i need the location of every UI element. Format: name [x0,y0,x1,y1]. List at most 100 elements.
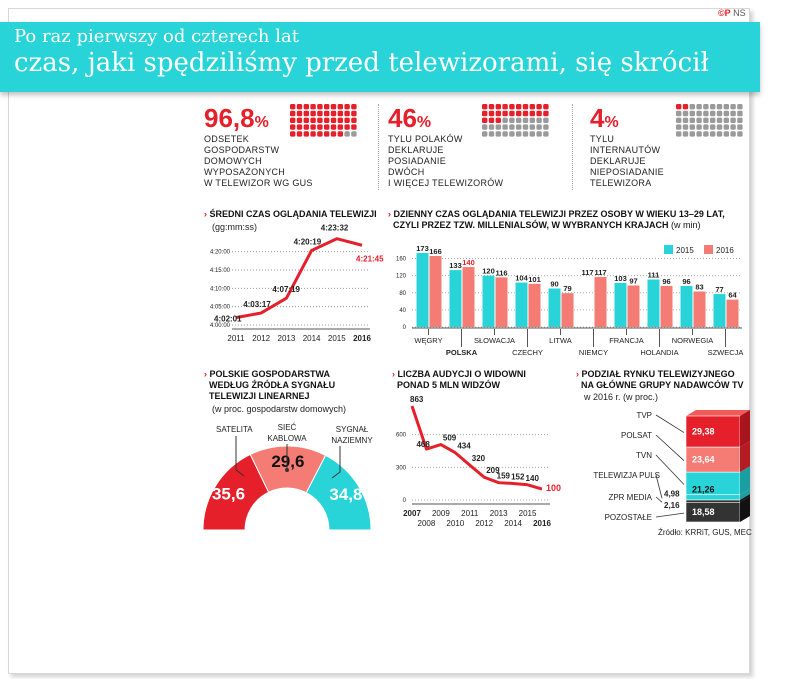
stat-dot [344,131,350,137]
stat-dot [676,131,682,137]
segment-value: 23,64 [692,455,715,465]
stat-tv-ownership: 96,8% ODSETEK GOSPODARSTW DOMOWYCH WYPOSAŻO… [204,103,313,189]
segment-front [685,494,741,501]
stat-dot [710,104,716,110]
stat-dot [509,131,515,137]
bar-2016 [561,293,574,327]
divider [572,104,573,190]
stat-dot [344,110,350,117]
bar-value-2016: 101 [528,275,541,284]
category-label: HOLANDIA [640,348,678,357]
stat-dot [529,104,535,110]
stat-dot [730,110,736,117]
leader-line [655,434,685,461]
stat-dot [516,110,522,117]
stat-dot [716,104,723,110]
stat-dot [723,110,729,117]
stat-dot [303,124,309,130]
stat-dot [522,131,529,137]
data-label: 320 [472,454,486,463]
stat-value: 96,8% [204,103,269,133]
stat-dot [737,124,743,130]
x-tick-label: 2007 [403,509,421,518]
stat-dot [290,131,296,137]
stat-dot [337,110,343,117]
stat-caption: ODSETEK GOSPODARSTW DOMOWYCH WYPOSAŻONYCH W … [204,134,313,188]
y-tick-label: 4:20:00 [210,250,231,256]
stat-dot [502,104,508,110]
stat-dot [737,131,743,137]
segment-value: 2,16 [664,501,680,510]
bar-value-2015: 77 [715,285,723,294]
stat-dot [488,124,495,130]
chart1-title: › ŚREDNI CZAS OGLĄDANIA TELEWIZJI [204,209,377,219]
series-line [410,405,543,491]
x-tick-label: 2015 [328,334,346,343]
stat-dot [730,124,736,130]
y-tick-label: 4:00:00 [210,323,231,329]
stat-dot [710,110,716,117]
stat-dot [737,117,743,123]
bar-value-2015: 104 [515,274,528,283]
y-tick-label: 40 [399,308,406,314]
x-tick-label: 2016 [533,519,551,528]
stat-dot [716,110,723,117]
stat-dot [351,110,357,117]
category-label: NIEMCY [579,348,608,357]
stat-dot [696,131,702,137]
stat-dot [488,117,495,123]
category-label: WĘGRY [414,336,442,345]
slice-value: 29,6 [271,452,304,471]
bar-value-2015: 120 [482,267,495,276]
bar-value-2016: 96 [662,277,670,286]
bar-2015 [647,279,660,327]
stat-dot [337,131,343,137]
y-tick-label: 600 [396,433,407,439]
x-tick-label: 2014 [504,519,522,528]
stat-multiple-tvs: 46% TYLU POLAKÓW DEKLARUJE POSIADANIE DWÓCH… [388,103,503,189]
stat-dot [330,117,337,123]
stat-dot [290,117,296,123]
stat-dot [710,124,716,130]
stat-dot [482,117,488,123]
stat-dot [310,110,316,117]
x-tick-label: 2013 [278,334,296,343]
legend-label-2016: 2016 [716,246,734,255]
headline-line-1: Po raz pierwszy od czterech lat [14,26,299,47]
stat-dot [330,104,337,110]
bar-value-2015: 111 [648,271,660,280]
stat-dot [522,104,529,110]
title-banner [0,22,760,92]
stat-dot [676,117,682,123]
x-tick-label: 2015 [519,509,537,518]
stat-dot [482,110,488,117]
stat-dot [317,110,323,117]
bar-value-2015: 173 [416,244,429,253]
stat-dot [324,117,330,123]
category-label: CZECHY [512,348,543,357]
data-label: 152 [511,472,525,481]
stat-dot [324,110,330,117]
segment-label: TELEWIZJA PULS [593,471,660,480]
bar-2016 [594,276,607,327]
y-tick-label: 4:15:00 [210,268,231,274]
segment-label: ZPR MEDIA [608,493,652,502]
bar-2015 [713,294,726,327]
slice-label: SATELITA [216,425,253,434]
stat-dot [344,117,350,123]
stat-dot [737,110,743,117]
category-label: FRANCJA [609,336,644,345]
data-label: 434 [457,442,471,451]
stat-dot [317,131,323,137]
stat-dot [723,124,729,130]
y-tick-label: 4:05:00 [210,305,231,311]
stat-dot [536,131,542,137]
x-tick-label: 2013 [490,509,508,518]
stat-dot [516,117,522,123]
stat-dot [730,117,736,123]
stat-dot [344,104,350,110]
stat-dot [676,104,682,110]
stat-dot [522,124,529,130]
stat-dot [723,117,729,123]
stat-dot [488,110,495,117]
